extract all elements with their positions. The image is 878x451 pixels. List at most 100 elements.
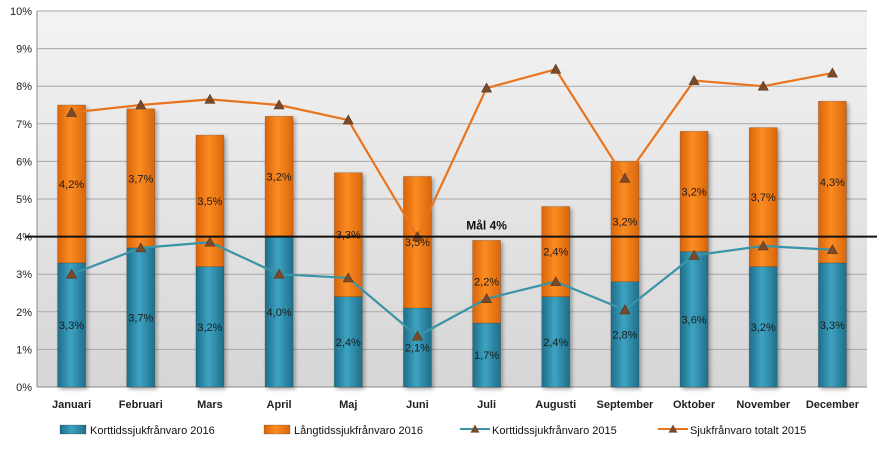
series-point: [619, 172, 631, 183]
series-point: [342, 114, 354, 125]
x-tick-label: Februari: [119, 399, 163, 411]
series-point: [135, 242, 147, 253]
series-point: [481, 293, 493, 303]
x-tick-label: Januari: [52, 399, 91, 411]
series-point: [273, 99, 285, 110]
series-point: [757, 80, 769, 91]
data-label: 3,5%: [197, 196, 222, 208]
series-point: [757, 240, 769, 251]
legend-label: Sjukfrånvaro totalt 2015: [690, 425, 806, 437]
legend-label: Korttidssjukfrånvaro 2015: [492, 425, 617, 437]
data-labels: 3,3% 4,2% 3,7% 3,7% 3,2% 3,5% 4,0% 3,2% 2,4% 3,3%…: [59, 171, 845, 362]
y-tick-label: 9%: [16, 44, 32, 56]
bar-segment: [679, 131, 709, 252]
data-label: 3,7%: [128, 173, 153, 185]
series-point: [204, 236, 216, 247]
x-tick-label: Juli: [477, 399, 496, 411]
bar-segment: [57, 262, 86, 388]
legend-label: Korttidssjukfrånvaro 2016: [90, 425, 215, 437]
data-label: 2,4%: [336, 337, 361, 349]
series-line: [71, 241, 833, 338]
lines: [66, 63, 838, 341]
series-point: [826, 67, 838, 78]
bar-segment: [472, 322, 501, 388]
y-tick-label: 0%: [16, 382, 32, 394]
data-label: 4,3%: [820, 177, 845, 189]
bar-segment: [610, 281, 640, 388]
legend-marker: [668, 424, 678, 433]
bar-segment: [403, 307, 432, 388]
data-label: 2,2%: [474, 277, 499, 289]
data-label: 3,2%: [612, 217, 637, 229]
y-tick-label: 5%: [16, 194, 32, 206]
series-point: [204, 93, 216, 104]
x-tick-label: Juni: [406, 399, 429, 411]
legend-label: Långtidssjukfrånvaro 2016: [294, 425, 423, 437]
y-axis-ticks: 0% 1% 2% 3% 4% 5% 6% 7% 8% 9% 10%: [10, 6, 32, 394]
target-line: Mål 4%: [25, 219, 877, 238]
data-label: 2,8%: [612, 329, 637, 341]
bar-segment: [679, 251, 709, 388]
series-point: [826, 244, 838, 255]
series-point: [481, 82, 493, 93]
data-label: 3,7%: [128, 312, 153, 324]
legend-swatch: [59, 424, 87, 435]
series-point: [550, 276, 562, 287]
data-label: 4,0%: [267, 307, 292, 319]
y-tick-label: 4%: [16, 232, 32, 244]
bar-segment: [126, 247, 156, 388]
series-point: [135, 99, 147, 110]
x-tick-label: Maj: [339, 399, 357, 411]
bar-segment: [748, 266, 778, 388]
bar-segment: [264, 236, 294, 388]
x-tick-label: April: [267, 399, 292, 411]
series-point: [688, 249, 700, 260]
data-label: 3,6%: [682, 314, 707, 326]
x-tick-label: Oktober: [673, 399, 716, 411]
data-label: 3,7%: [751, 192, 776, 204]
data-label: 3,3%: [59, 320, 84, 332]
x-tick-label: November: [736, 399, 791, 411]
data-label: 3,2%: [682, 186, 707, 198]
legend-marker: [470, 424, 480, 433]
x-axis-ticks: Januari Februari Mars April Maj Juni Juli Augus…: [52, 399, 860, 411]
bar-segment: [126, 108, 156, 249]
y-tick-label: 1%: [16, 344, 32, 356]
data-label: 2,4%: [543, 337, 568, 349]
series-point: [66, 268, 78, 279]
data-label: 2,1%: [405, 343, 430, 355]
data-label: 3,2%: [197, 322, 222, 334]
y-tick-label: 2%: [16, 307, 32, 319]
bar-segment: [610, 161, 640, 283]
y-tick-label: 3%: [16, 269, 32, 281]
y-tick-label: 6%: [16, 156, 32, 168]
bar-segment: [818, 262, 847, 388]
bar-segment: [403, 176, 432, 309]
x-tick-label: Mars: [197, 399, 223, 411]
y-tick-label: 8%: [16, 81, 32, 93]
bar-segment: [264, 115, 294, 237]
series-line: [71, 68, 833, 238]
gridlines: [36, 10, 867, 388]
data-label: 2,4%: [543, 247, 568, 259]
series-point: [66, 106, 78, 117]
series-point: [411, 330, 423, 341]
data-label: 3,2%: [751, 322, 776, 334]
series-point: [688, 74, 700, 85]
series-point: [619, 304, 631, 315]
data-label: 3,2%: [267, 171, 292, 183]
x-tick-label: December: [806, 399, 860, 411]
legend: Korttidssjukfrånvaro 2016 Långtidssjukfrå…: [59, 424, 806, 437]
y-tick-label: 10%: [10, 6, 32, 18]
data-label: 4,2%: [59, 179, 84, 191]
y-tick-label: 7%: [16, 119, 32, 131]
x-tick-label: Augusti: [535, 399, 576, 411]
target-label: Mål 4%: [466, 219, 507, 233]
series-point: [273, 268, 285, 279]
x-tick-label: September: [596, 399, 654, 411]
bar-segment: [472, 240, 501, 324]
legend-swatch: [263, 424, 291, 435]
data-label: 3,5%: [405, 237, 430, 249]
